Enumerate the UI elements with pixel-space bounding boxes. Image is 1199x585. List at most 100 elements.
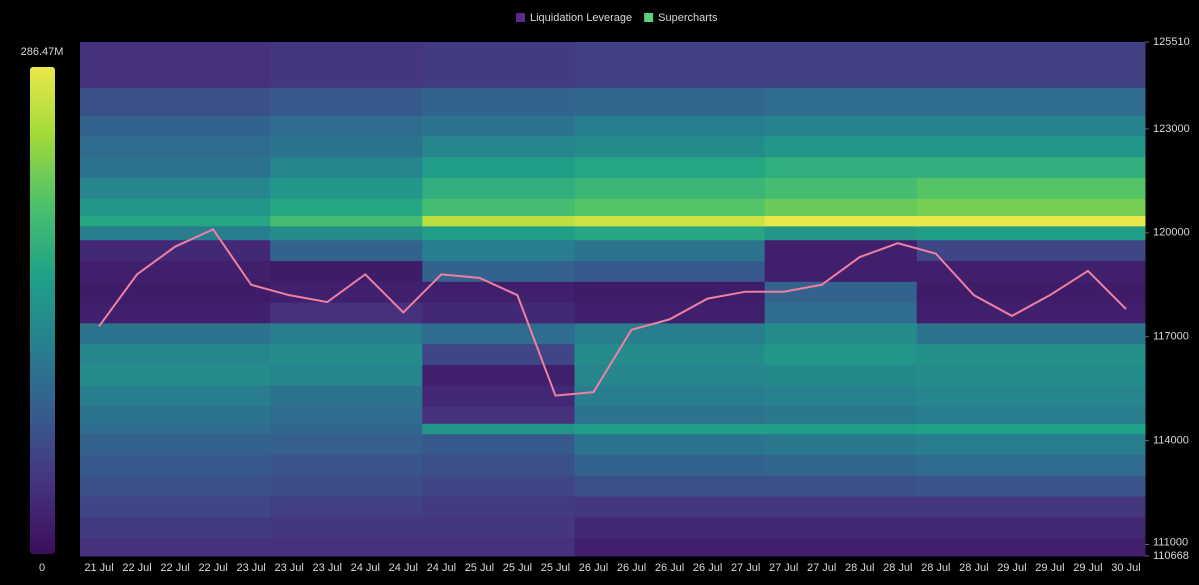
y-tick-label: 110668 xyxy=(1153,550,1189,562)
heatmap-cell xyxy=(764,496,918,518)
x-tick-label: 23 Jul xyxy=(236,562,265,574)
heatmap-cell xyxy=(270,115,423,137)
heatmap-cell xyxy=(764,215,918,227)
heatmap-cell xyxy=(574,454,766,476)
heatmap-cell xyxy=(422,433,575,455)
heatmap-cell xyxy=(422,364,575,386)
heatmap-cell xyxy=(764,42,918,88)
heatmap-cell xyxy=(80,42,271,88)
heatmap-cell xyxy=(422,475,575,497)
heatmap-cell xyxy=(916,364,1146,386)
heatmap-cell xyxy=(270,260,423,282)
x-tick-label: 24 Jul xyxy=(389,562,418,574)
heatmap-cell xyxy=(764,135,918,158)
heatmap-cell xyxy=(916,302,1146,324)
heatmap-cell xyxy=(574,405,766,424)
heatmap-cell xyxy=(764,87,918,116)
heatmap-cell xyxy=(764,198,918,217)
heatmap-cell xyxy=(764,423,918,435)
legend-label: Liquidation Leverage xyxy=(530,12,632,24)
x-tick-label: 22 Jul xyxy=(160,562,189,574)
x-tick-label: 24 Jul xyxy=(427,562,456,574)
heatmap-cell xyxy=(764,537,918,557)
y-tick-label: 125510 xyxy=(1153,36,1190,48)
heatmap-cell xyxy=(916,42,1146,88)
x-tick-label: 21 Jul xyxy=(84,562,113,574)
heatmap-cell xyxy=(422,115,575,137)
heatmap-cell xyxy=(270,423,423,435)
heatmap-cell xyxy=(270,215,423,227)
heatmap-cell xyxy=(422,135,575,158)
heatmap-cell xyxy=(764,225,918,241)
heatmap-cell xyxy=(422,516,575,539)
color-bar-label: 0 xyxy=(39,562,45,574)
heatmap-cell xyxy=(916,405,1146,424)
y-tick-label: 114000 xyxy=(1153,435,1189,447)
heatmap-cell xyxy=(80,215,271,227)
heatmap-cell xyxy=(574,516,766,539)
x-tick-label: 28 Jul xyxy=(845,562,874,574)
heatmap-cell xyxy=(574,87,766,116)
heatmap-cell xyxy=(916,239,1146,262)
heatmap-cell xyxy=(422,225,575,241)
heatmap-cell xyxy=(916,260,1146,282)
heatmap-cell xyxy=(574,198,766,217)
x-tick-label: 25 Jul xyxy=(503,562,532,574)
heatmap-cell xyxy=(270,239,423,262)
heatmap-cell xyxy=(574,115,766,137)
heatmap-cell xyxy=(916,433,1146,455)
heatmap-cell xyxy=(80,87,271,116)
x-tick-label: 28 Jul xyxy=(959,562,988,574)
heatmap-cell xyxy=(916,537,1146,557)
x-tick-label: 22 Jul xyxy=(198,562,227,574)
heatmap-cell xyxy=(916,115,1146,137)
x-tick-label: 30 Jul xyxy=(1111,562,1140,574)
heatmap-cell xyxy=(916,496,1146,518)
heatmap-cell xyxy=(422,385,575,407)
x-tick-label: 28 Jul xyxy=(883,562,912,574)
heatmap-cell xyxy=(422,260,575,282)
heatmap-cell xyxy=(422,343,575,365)
heatmap-cell xyxy=(270,135,423,158)
heatmap-cell xyxy=(80,496,271,518)
heatmap-cell xyxy=(916,87,1146,116)
legend-label: Supercharts xyxy=(658,12,718,24)
heatmap-cell xyxy=(80,260,271,282)
heatmap-cell xyxy=(422,281,575,303)
heatmap-cell xyxy=(270,537,423,557)
heatmap-cell xyxy=(80,343,271,365)
heatmap-cell xyxy=(764,385,918,407)
heatmap-cell xyxy=(80,115,271,137)
heatmap-cell xyxy=(764,156,918,178)
heatmap-cell xyxy=(574,156,766,178)
heatmap-cell xyxy=(574,135,766,158)
heatmap-cell xyxy=(270,281,423,303)
heatmap-cell xyxy=(764,433,918,455)
x-tick-label: 24 Jul xyxy=(351,562,380,574)
heatmap-cell xyxy=(422,177,575,199)
x-tick-label: 22 Jul xyxy=(122,562,151,574)
heatmap-cell xyxy=(916,225,1146,241)
heatmap-cell xyxy=(422,423,575,435)
heatmap-cell xyxy=(80,239,271,262)
heatmap-cell xyxy=(574,225,766,241)
heatmap-cell xyxy=(764,475,918,497)
heatmap-cell xyxy=(80,516,271,539)
x-tick-label: 29 Jul xyxy=(1073,562,1102,574)
heatmap-cell xyxy=(270,433,423,455)
heatmap-cell xyxy=(270,343,423,365)
heatmap-cell xyxy=(422,215,575,227)
heatmap-cell xyxy=(270,496,423,518)
heatmap-cell xyxy=(80,364,271,386)
x-tick-label: 27 Jul xyxy=(769,562,798,574)
heatmap-cell xyxy=(916,215,1146,227)
heatmap-cell xyxy=(764,364,918,386)
heatmap-cell xyxy=(574,537,766,557)
heatmap-cell xyxy=(270,322,423,345)
heatmap-cell xyxy=(270,177,423,199)
heatmap-cell xyxy=(422,454,575,476)
x-tick-label: 26 Jul xyxy=(579,562,608,574)
heatmap-cell xyxy=(916,156,1146,178)
heatmap-cell xyxy=(422,322,575,345)
heatmap-cell xyxy=(80,302,271,324)
